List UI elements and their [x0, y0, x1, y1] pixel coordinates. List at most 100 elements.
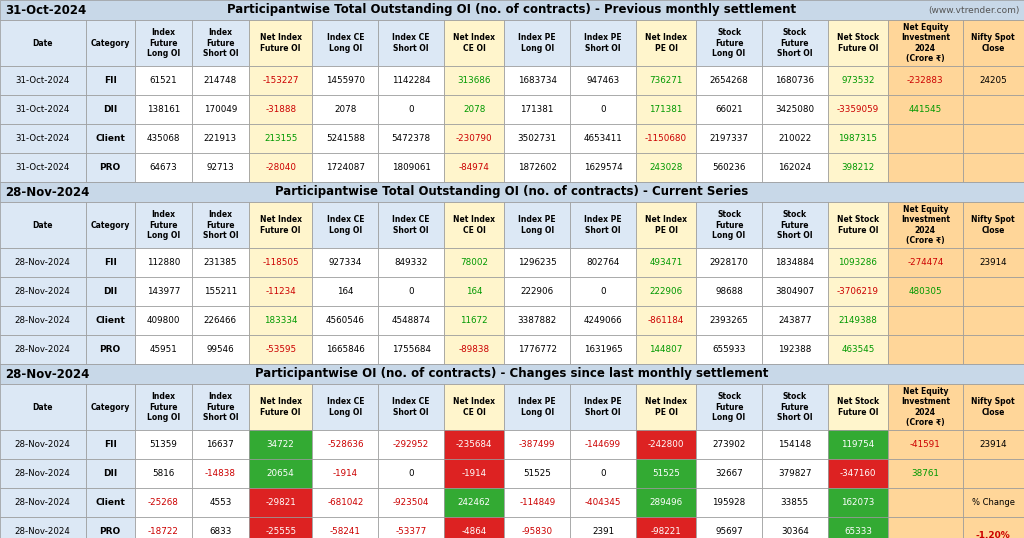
- Bar: [963, 95, 1024, 124]
- Bar: [249, 20, 312, 66]
- Text: 2078: 2078: [334, 105, 356, 114]
- Bar: [444, 20, 505, 66]
- Text: Client: Client: [95, 498, 125, 507]
- Text: Date: Date: [33, 39, 53, 47]
- Text: 2393265: 2393265: [710, 316, 749, 325]
- Text: 1776772: 1776772: [518, 345, 557, 354]
- Bar: [191, 153, 249, 182]
- Bar: [86, 459, 135, 488]
- Text: 1683734: 1683734: [518, 76, 557, 85]
- Bar: [378, 488, 444, 517]
- Text: Index PE
Short OI: Index PE Short OI: [584, 397, 622, 417]
- Text: PRO: PRO: [99, 527, 121, 536]
- Text: -1914: -1914: [333, 469, 358, 478]
- Bar: [249, 95, 312, 124]
- Bar: [378, 277, 444, 306]
- Bar: [312, 202, 378, 248]
- Text: 170049: 170049: [204, 105, 237, 114]
- Bar: [191, 277, 249, 306]
- Text: 154148: 154148: [778, 440, 811, 449]
- Text: 1631965: 1631965: [584, 345, 623, 354]
- Bar: [505, 384, 570, 430]
- Bar: [888, 95, 963, 124]
- Text: Index CE
Short OI: Index CE Short OI: [392, 33, 430, 53]
- Text: 28-Nov-2024: 28-Nov-2024: [14, 287, 71, 296]
- Bar: [570, 306, 636, 335]
- Text: Net Index
CE OI: Net Index CE OI: [454, 33, 496, 53]
- Text: 38761: 38761: [911, 469, 939, 478]
- Bar: [696, 459, 762, 488]
- Text: -292952: -292952: [393, 440, 429, 449]
- Text: -98221: -98221: [650, 527, 681, 536]
- Text: 3387882: 3387882: [517, 316, 557, 325]
- Bar: [378, 459, 444, 488]
- Bar: [762, 517, 827, 538]
- Text: 34722: 34722: [267, 440, 295, 449]
- Text: 112880: 112880: [146, 258, 180, 267]
- Text: -3706219: -3706219: [837, 287, 879, 296]
- Text: -31888: -31888: [265, 105, 296, 114]
- Text: 736271: 736271: [649, 76, 683, 85]
- Text: 480305: 480305: [908, 287, 942, 296]
- Bar: [636, 517, 696, 538]
- Text: -404345: -404345: [585, 498, 622, 507]
- Text: -84974: -84974: [459, 163, 489, 172]
- Text: Category: Category: [90, 221, 130, 230]
- Text: 23914: 23914: [980, 258, 1008, 267]
- Text: -4864: -4864: [462, 527, 486, 536]
- Bar: [444, 430, 505, 459]
- Bar: [86, 20, 135, 66]
- Text: Net Index
PE OI: Net Index PE OI: [645, 397, 687, 417]
- Text: Participantwise OI (no. of contracts) - Changes since last monthly settlement: Participantwise OI (no. of contracts) - …: [255, 367, 769, 380]
- Text: -242800: -242800: [648, 440, 684, 449]
- Bar: [0, 364, 1024, 384]
- Text: 31-Oct-2024: 31-Oct-2024: [15, 134, 70, 143]
- Bar: [505, 277, 570, 306]
- Bar: [827, 335, 888, 364]
- Bar: [963, 517, 1024, 538]
- Bar: [378, 66, 444, 95]
- Bar: [191, 20, 249, 66]
- Bar: [762, 277, 827, 306]
- Text: 31-Oct-2024: 31-Oct-2024: [15, 76, 70, 85]
- Text: 243028: 243028: [649, 163, 683, 172]
- Bar: [696, 277, 762, 306]
- Text: 28-Nov-2024: 28-Nov-2024: [5, 186, 89, 199]
- Text: 5816: 5816: [153, 469, 174, 478]
- Bar: [888, 124, 963, 153]
- Bar: [827, 95, 888, 124]
- Text: 463545: 463545: [841, 345, 874, 354]
- Bar: [696, 306, 762, 335]
- Text: -11234: -11234: [265, 287, 296, 296]
- Text: -1150680: -1150680: [645, 134, 687, 143]
- Bar: [827, 202, 888, 248]
- Bar: [444, 66, 505, 95]
- Bar: [963, 20, 1024, 66]
- Text: 0: 0: [409, 105, 414, 114]
- Bar: [505, 430, 570, 459]
- Text: -274474: -274474: [907, 258, 943, 267]
- Text: 1093286: 1093286: [839, 258, 878, 267]
- Bar: [963, 153, 1024, 182]
- Bar: [963, 459, 1024, 488]
- Text: PRO: PRO: [99, 345, 121, 354]
- Bar: [636, 153, 696, 182]
- Bar: [827, 517, 888, 538]
- Bar: [570, 153, 636, 182]
- Bar: [570, 335, 636, 364]
- Bar: [249, 306, 312, 335]
- Bar: [762, 202, 827, 248]
- Bar: [636, 66, 696, 95]
- Text: 31-Oct-2024: 31-Oct-2024: [5, 4, 86, 17]
- Bar: [827, 124, 888, 153]
- Bar: [636, 488, 696, 517]
- Bar: [696, 20, 762, 66]
- Bar: [0, 459, 86, 488]
- Text: -1.20%: -1.20%: [976, 532, 1011, 538]
- Bar: [249, 202, 312, 248]
- Text: 222906: 222906: [649, 287, 683, 296]
- Bar: [0, 153, 86, 182]
- Text: 210022: 210022: [778, 134, 811, 143]
- Bar: [570, 66, 636, 95]
- Text: -387499: -387499: [519, 440, 555, 449]
